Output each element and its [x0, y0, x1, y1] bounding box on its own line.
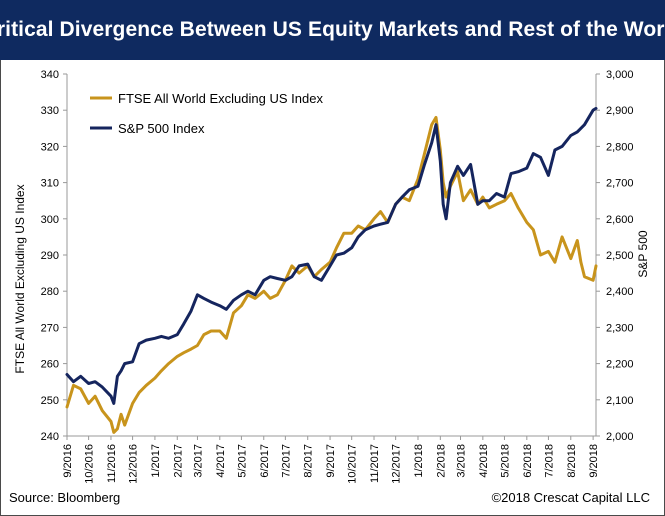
legend-label-ftse: FTSE All World Excluding US Index — [118, 91, 323, 106]
y-right-tick-label: 2,400 — [606, 286, 634, 298]
y-left-tick-label: 330 — [41, 105, 59, 117]
x-tick-label: 11/2016 — [106, 444, 118, 483]
y-right-tick-label: 2,700 — [606, 178, 634, 190]
y-left-tick-label: 320 — [41, 141, 59, 153]
x-tick-label: 1/2018 — [413, 444, 425, 478]
y-right-tick-label: 3,000 — [606, 69, 634, 81]
x-tick-label: 8/2017 — [303, 444, 315, 478]
x-tick-label: 6/2018 — [522, 444, 534, 478]
y-right-tick-label: 2,200 — [606, 359, 634, 371]
y-right-tick-label: 2,500 — [606, 250, 634, 262]
y-right-tick-label: 2,100 — [606, 395, 634, 407]
series-layer — [65, 106, 598, 434]
x-tick-label: 5/2017 — [236, 444, 248, 478]
y-right-tick-label: 2,800 — [606, 141, 634, 153]
x-tick-label: 6/2017 — [259, 444, 271, 478]
y-axis-right-title: S&P 500 — [636, 230, 650, 277]
x-tick-label: 11/2017 — [369, 444, 381, 483]
title-bar: Critical Divergence Between US Equity Ma… — [0, 0, 665, 60]
x-tick-label: 4/2018 — [478, 444, 490, 478]
y-right-tick-label: 2,600 — [606, 214, 634, 226]
x-tick-label: 1/2017 — [150, 444, 162, 478]
x-tick-label: 4/2017 — [215, 444, 227, 478]
legend-label-sp500: S&P 500 Index — [118, 121, 205, 136]
y-left-tick-label: 250 — [41, 395, 59, 407]
chart-title: Critical Divergence Between US Equity Ma… — [0, 18, 665, 41]
copyright-note: ©2018 Crescat Capital LLC — [491, 490, 650, 505]
x-tick-label: 2/2017 — [172, 444, 184, 478]
x-tick-label: 12/2017 — [391, 444, 403, 484]
chart-area: 240 250 260 270 280 290 300 310 320 330 340 2,000 2,… — [13, 69, 650, 484]
x-tick-label: 10/2016 — [84, 444, 96, 484]
legend: FTSE All World Excluding US Index S&P 500… — [90, 91, 323, 136]
sp500-line — [65, 106, 598, 405]
y-left-tick-label: 280 — [41, 286, 59, 298]
x-tick-label: 3/2017 — [192, 444, 204, 478]
x-tick-label: 2/2018 — [435, 444, 447, 478]
y-left-tick-label: 340 — [41, 69, 59, 81]
y-axis-left-title: FTSE All World Excluding US Index — [13, 184, 27, 373]
y-left-tick-label: 240 — [41, 431, 59, 443]
y-right-tick-label: 2,900 — [606, 105, 634, 117]
y-left-tick-label: 290 — [41, 250, 59, 262]
y-right-tick-label: 2,000 — [606, 431, 634, 443]
y-left-tick-label: 260 — [41, 359, 59, 371]
y-left-tick-label: 300 — [41, 214, 59, 226]
y-right-tick-label: 2,300 — [606, 322, 634, 334]
x-tick-label: 3/2018 — [456, 444, 468, 478]
x-tick-label: 7/2018 — [543, 444, 555, 478]
source-note: Source: Bloomberg — [9, 490, 121, 505]
x-tick-label: 7/2017 — [280, 444, 292, 478]
y-left-tick-label: 270 — [41, 322, 59, 334]
x-tick-label: 8/2018 — [566, 444, 578, 478]
x-tick-label: 12/2016 — [128, 444, 140, 484]
footer: Source: Bloomberg ©2018 Crescat Capital … — [0, 484, 665, 516]
x-tick-label: 9/2017 — [325, 444, 337, 478]
x-tick-label: 10/2017 — [347, 444, 359, 484]
x-tick-label: 9/2016 — [62, 444, 74, 478]
x-tick-label: 5/2018 — [499, 444, 511, 478]
x-tick-label: 9/2018 — [588, 444, 600, 478]
y-left-tick-label: 310 — [41, 178, 59, 190]
ftse-line — [65, 115, 598, 434]
